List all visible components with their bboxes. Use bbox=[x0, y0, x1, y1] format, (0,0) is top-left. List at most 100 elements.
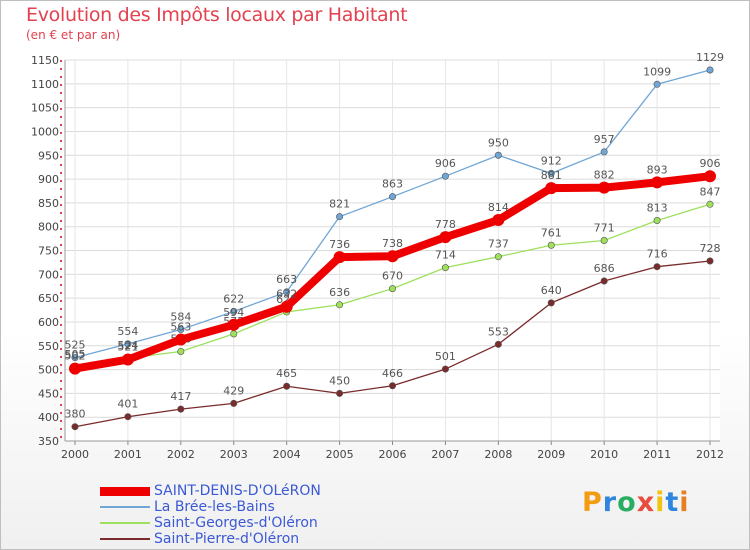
x-tick-label: 2012 bbox=[696, 448, 724, 461]
data-point bbox=[492, 214, 505, 227]
data-point bbox=[121, 353, 134, 366]
logo-letter: i bbox=[679, 487, 690, 518]
data-label: 737 bbox=[488, 238, 509, 251]
legend-label: Saint-Pierre-d'Oléron bbox=[154, 531, 300, 547]
legend-swatch bbox=[100, 486, 150, 496]
data-point bbox=[174, 333, 187, 346]
logo-letter: i bbox=[655, 487, 666, 518]
data-point bbox=[706, 200, 714, 208]
data-label: 738 bbox=[382, 237, 403, 250]
data-label: 728 bbox=[700, 242, 721, 255]
data-label: 563 bbox=[170, 321, 191, 334]
data-point bbox=[124, 340, 132, 348]
data-label: 554 bbox=[117, 325, 138, 338]
data-point bbox=[71, 423, 79, 431]
data-point bbox=[177, 405, 185, 413]
x-tick-label: 2009 bbox=[537, 448, 565, 461]
x-tick-label: 2005 bbox=[326, 448, 354, 461]
legend-label: Saint-Georges-d'Oléron bbox=[154, 515, 318, 531]
y-tick-label: 750 bbox=[38, 245, 59, 258]
data-label: 863 bbox=[382, 178, 403, 191]
data-point bbox=[230, 307, 238, 315]
data-label: 636 bbox=[329, 286, 350, 299]
data-label: 429 bbox=[223, 384, 244, 397]
chart-title: Evolution des Impôts locaux par Habitant bbox=[26, 4, 408, 26]
data-label: 553 bbox=[488, 325, 509, 338]
x-tick-label: 2001 bbox=[114, 448, 142, 461]
y-tick-label: 1100 bbox=[31, 78, 59, 91]
data-point bbox=[71, 354, 79, 362]
series-saint-denis-d-ol-ron: 502 521 563 594 632 736 738 778 814 881 882 893 906 bbox=[65, 157, 721, 375]
data-label: 1129 bbox=[696, 51, 724, 64]
x-tick-label: 2003 bbox=[220, 448, 248, 461]
data-point bbox=[439, 231, 452, 244]
y-tick-label: 650 bbox=[38, 292, 59, 305]
chart-subtitle: (en € et par an) bbox=[26, 28, 121, 42]
legend-swatch bbox=[100, 538, 150, 540]
data-point bbox=[706, 257, 714, 265]
y-tick-label: 700 bbox=[38, 268, 59, 281]
logo-letter: x bbox=[636, 487, 656, 518]
legend-swatch bbox=[100, 522, 150, 524]
data-label: 466 bbox=[382, 367, 403, 380]
data-label: 813 bbox=[647, 201, 668, 214]
data-label: 505 bbox=[65, 348, 86, 361]
data-point bbox=[177, 347, 185, 355]
data-point bbox=[69, 362, 81, 375]
data-point bbox=[547, 299, 555, 307]
legend-label: La Brée-les-Bains bbox=[154, 499, 275, 515]
x-tick-label: 2004 bbox=[273, 448, 301, 461]
series-saint-pierre-d-ol-ron: 380 401 417 429 465 450 466 501 553 640 686 716 728 bbox=[65, 242, 721, 431]
data-point bbox=[441, 172, 449, 180]
x-tick-label: 2008 bbox=[484, 448, 512, 461]
data-point bbox=[124, 413, 132, 421]
data-label: 736 bbox=[329, 238, 350, 251]
legend-swatch bbox=[100, 506, 150, 508]
data-label: 814 bbox=[488, 201, 509, 214]
data-label: 771 bbox=[594, 221, 615, 234]
data-label: 632 bbox=[276, 288, 297, 301]
data-point bbox=[653, 80, 661, 88]
y-tick-label: 350 bbox=[38, 435, 59, 448]
data-label: 501 bbox=[435, 350, 456, 363]
data-point bbox=[333, 251, 346, 264]
data-point bbox=[388, 193, 396, 201]
data-point bbox=[177, 326, 185, 334]
data-point bbox=[653, 263, 661, 271]
data-point bbox=[336, 301, 344, 309]
data-label: 380 bbox=[65, 408, 86, 421]
data-label: 906 bbox=[700, 157, 721, 170]
x-tick-label: 2000 bbox=[61, 448, 89, 461]
data-point bbox=[388, 285, 396, 293]
data-label: 640 bbox=[541, 284, 562, 297]
y-tick-label: 450 bbox=[38, 387, 59, 400]
y-tick-label: 900 bbox=[38, 173, 59, 186]
y-tick-label: 400 bbox=[38, 411, 59, 424]
data-label: 417 bbox=[170, 390, 191, 403]
data-label: 957 bbox=[594, 133, 615, 146]
data-label: 502 bbox=[65, 350, 86, 363]
data-point bbox=[280, 300, 293, 313]
logo-letter: r bbox=[602, 487, 618, 518]
data-point bbox=[336, 389, 344, 397]
y-tick-label: 550 bbox=[38, 340, 59, 353]
y-tick-label: 1000 bbox=[31, 125, 59, 138]
data-label: 950 bbox=[488, 136, 509, 149]
data-point bbox=[441, 365, 449, 373]
data-point bbox=[545, 182, 558, 195]
data-label: 524 bbox=[117, 339, 138, 352]
data-label: 450 bbox=[329, 374, 350, 387]
data-label: 714 bbox=[435, 249, 456, 262]
data-point bbox=[230, 399, 238, 407]
data-label: 847 bbox=[700, 185, 721, 198]
data-label: 584 bbox=[170, 311, 191, 324]
data-point bbox=[388, 382, 396, 390]
y-tick-label: 950 bbox=[38, 149, 59, 162]
data-point bbox=[494, 151, 502, 159]
data-point bbox=[598, 181, 611, 194]
data-label: 778 bbox=[435, 218, 456, 231]
data-point bbox=[600, 148, 608, 156]
data-label: 686 bbox=[594, 262, 615, 275]
data-label: 594 bbox=[223, 306, 244, 319]
x-tick-label: 2002 bbox=[167, 448, 195, 461]
